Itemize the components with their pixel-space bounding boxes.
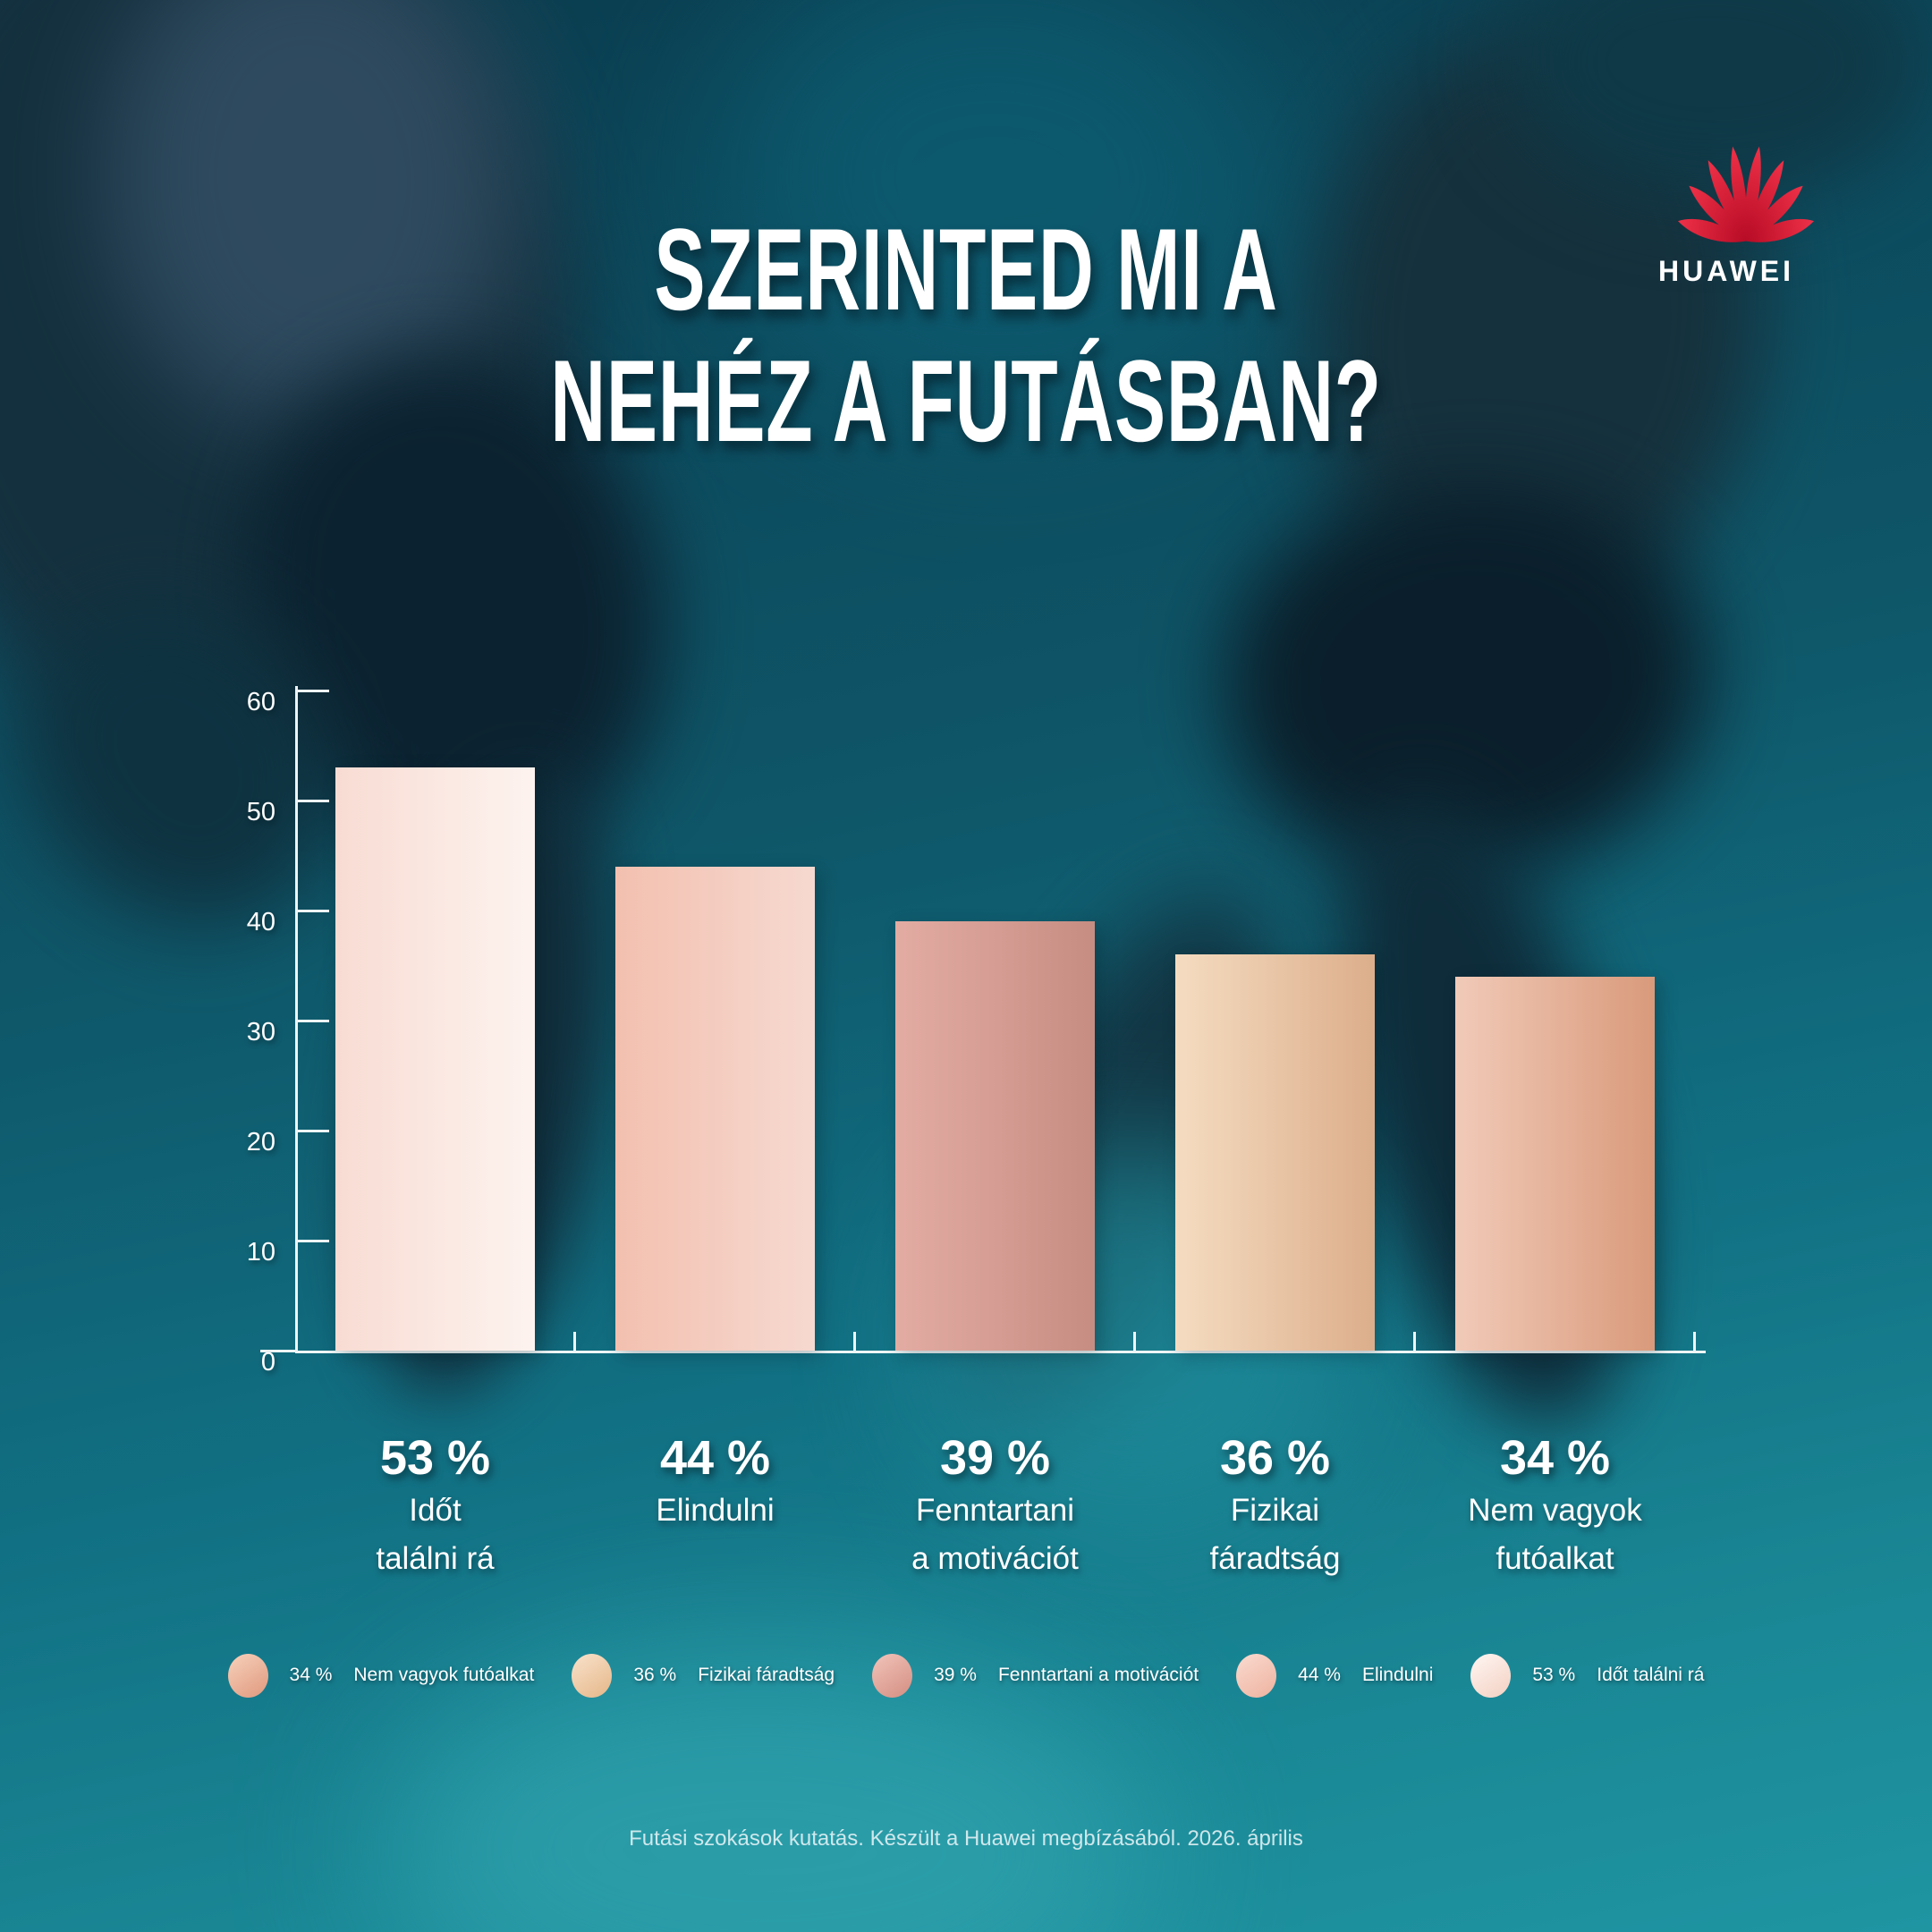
y-tick [295, 689, 329, 692]
legend-value: 34 % [289, 1665, 333, 1685]
legend-label: Fizikai fáradtság [698, 1665, 835, 1685]
legend-dot-icon [872, 1653, 913, 1698]
y-tick-label: 60 [246, 688, 275, 716]
bar-category-line: a motivációt [911, 1541, 1079, 1576]
legend-value: 44 % [1298, 1665, 1341, 1685]
title-line-2: NEHÉZ A FUTÁSBAN? [550, 335, 1382, 466]
bar-value: 53 % [379, 1431, 491, 1485]
y-tick-label: 0 [260, 1348, 275, 1377]
huawei-logo: HUAWEI [1648, 132, 1816, 288]
y-tick [295, 1239, 329, 1242]
y-tick-label: 50 [246, 798, 275, 826]
bar-category-line: Elindulni [656, 1493, 775, 1528]
bar-value: 44 % [659, 1431, 771, 1485]
bar-category-line: fáradtság [1209, 1541, 1341, 1576]
title-line-1: SZERINTED MI A [654, 204, 1278, 335]
legend-item: 36 % Fizikai fáradtság [572, 1653, 835, 1698]
bar-value: 39 % [939, 1431, 1051, 1485]
x-tick [853, 1332, 856, 1351]
legend-label: Nem vagyok futóalkat [353, 1665, 535, 1685]
bar [895, 921, 1095, 1351]
legend-dot-icon [227, 1653, 268, 1698]
legend-item: 53 % Időt találni rá [1470, 1653, 1705, 1698]
footer-note: Futási szokások kutatás. Készült a Huawe… [629, 1826, 1303, 1851]
bar-label: 36 % Fizikai fáradtság [1132, 1429, 1419, 1583]
legend-dot-icon [1236, 1653, 1277, 1698]
bar-category-line: Időt [409, 1493, 462, 1528]
x-tick [1413, 1332, 1416, 1351]
legend-label: Fenntartani a motivációt [997, 1665, 1199, 1685]
legend-label: Időt találni rá [1597, 1665, 1705, 1685]
legend-value: 53 % [1532, 1665, 1576, 1685]
bar [615, 866, 815, 1351]
background-light-shape [716, 0, 1288, 411]
legend-value: 39 % [934, 1665, 977, 1685]
y-tick [260, 1349, 295, 1352]
bar-label: 53 % Időt találni rá [292, 1429, 579, 1583]
y-tick [295, 1019, 329, 1022]
chart-legend: 34 % Nem vagyok futóalkat 36 % Fizikai fára… [80, 1644, 1852, 1707]
x-axis-line [295, 1351, 1706, 1353]
legend-dot-icon [1470, 1653, 1512, 1698]
runner-silhouette-shape [1512, 0, 1923, 197]
x-tick [1133, 1332, 1136, 1351]
bar-label: 44 % Elindulni [572, 1429, 859, 1535]
bar-category-line: Fizikai [1230, 1493, 1320, 1528]
legend-value: 36 % [633, 1665, 677, 1685]
y-tick [295, 1129, 329, 1132]
runner-silhouette-shape [107, 0, 519, 429]
y-tick [295, 909, 329, 912]
x-tick [573, 1332, 576, 1351]
bar-category-line: futóalkat [1496, 1541, 1614, 1576]
bar-label: 39 % Fenntartani a motivációt [852, 1429, 1139, 1583]
legend-item: 39 % Fenntartani a motivációt [872, 1653, 1199, 1698]
legend-dot-icon [572, 1653, 613, 1698]
legend-item: 44 % Elindulni [1236, 1653, 1434, 1698]
y-tick-label: 40 [246, 908, 275, 936]
bar [335, 767, 535, 1351]
bar-value: 36 % [1219, 1431, 1331, 1485]
bar [1175, 954, 1375, 1351]
y-tick-label: 20 [246, 1128, 275, 1157]
bar-category-line: találni rá [376, 1541, 495, 1576]
legend-label: Elindulni [1361, 1665, 1434, 1685]
bar-category-line: Fenntartani [915, 1493, 1075, 1528]
huawei-wordmark: HUAWEI [1658, 255, 1794, 287]
legend-item: 34 % Nem vagyok futóalkat [227, 1653, 535, 1698]
bar-value: 34 % [1499, 1431, 1611, 1485]
page-title: SZERINTED MI A NEHÉZ A FUTÁSBAN? [328, 204, 1604, 467]
y-tick-label: 10 [246, 1238, 275, 1267]
bar-category-line: Nem vagyok [1468, 1493, 1642, 1528]
y-tick [295, 799, 329, 802]
bar [1455, 976, 1655, 1351]
x-tick [1693, 1332, 1696, 1351]
y-tick-label: 30 [246, 1018, 275, 1046]
bar-label: 34 % Nem vagyok futóalkat [1412, 1429, 1699, 1583]
